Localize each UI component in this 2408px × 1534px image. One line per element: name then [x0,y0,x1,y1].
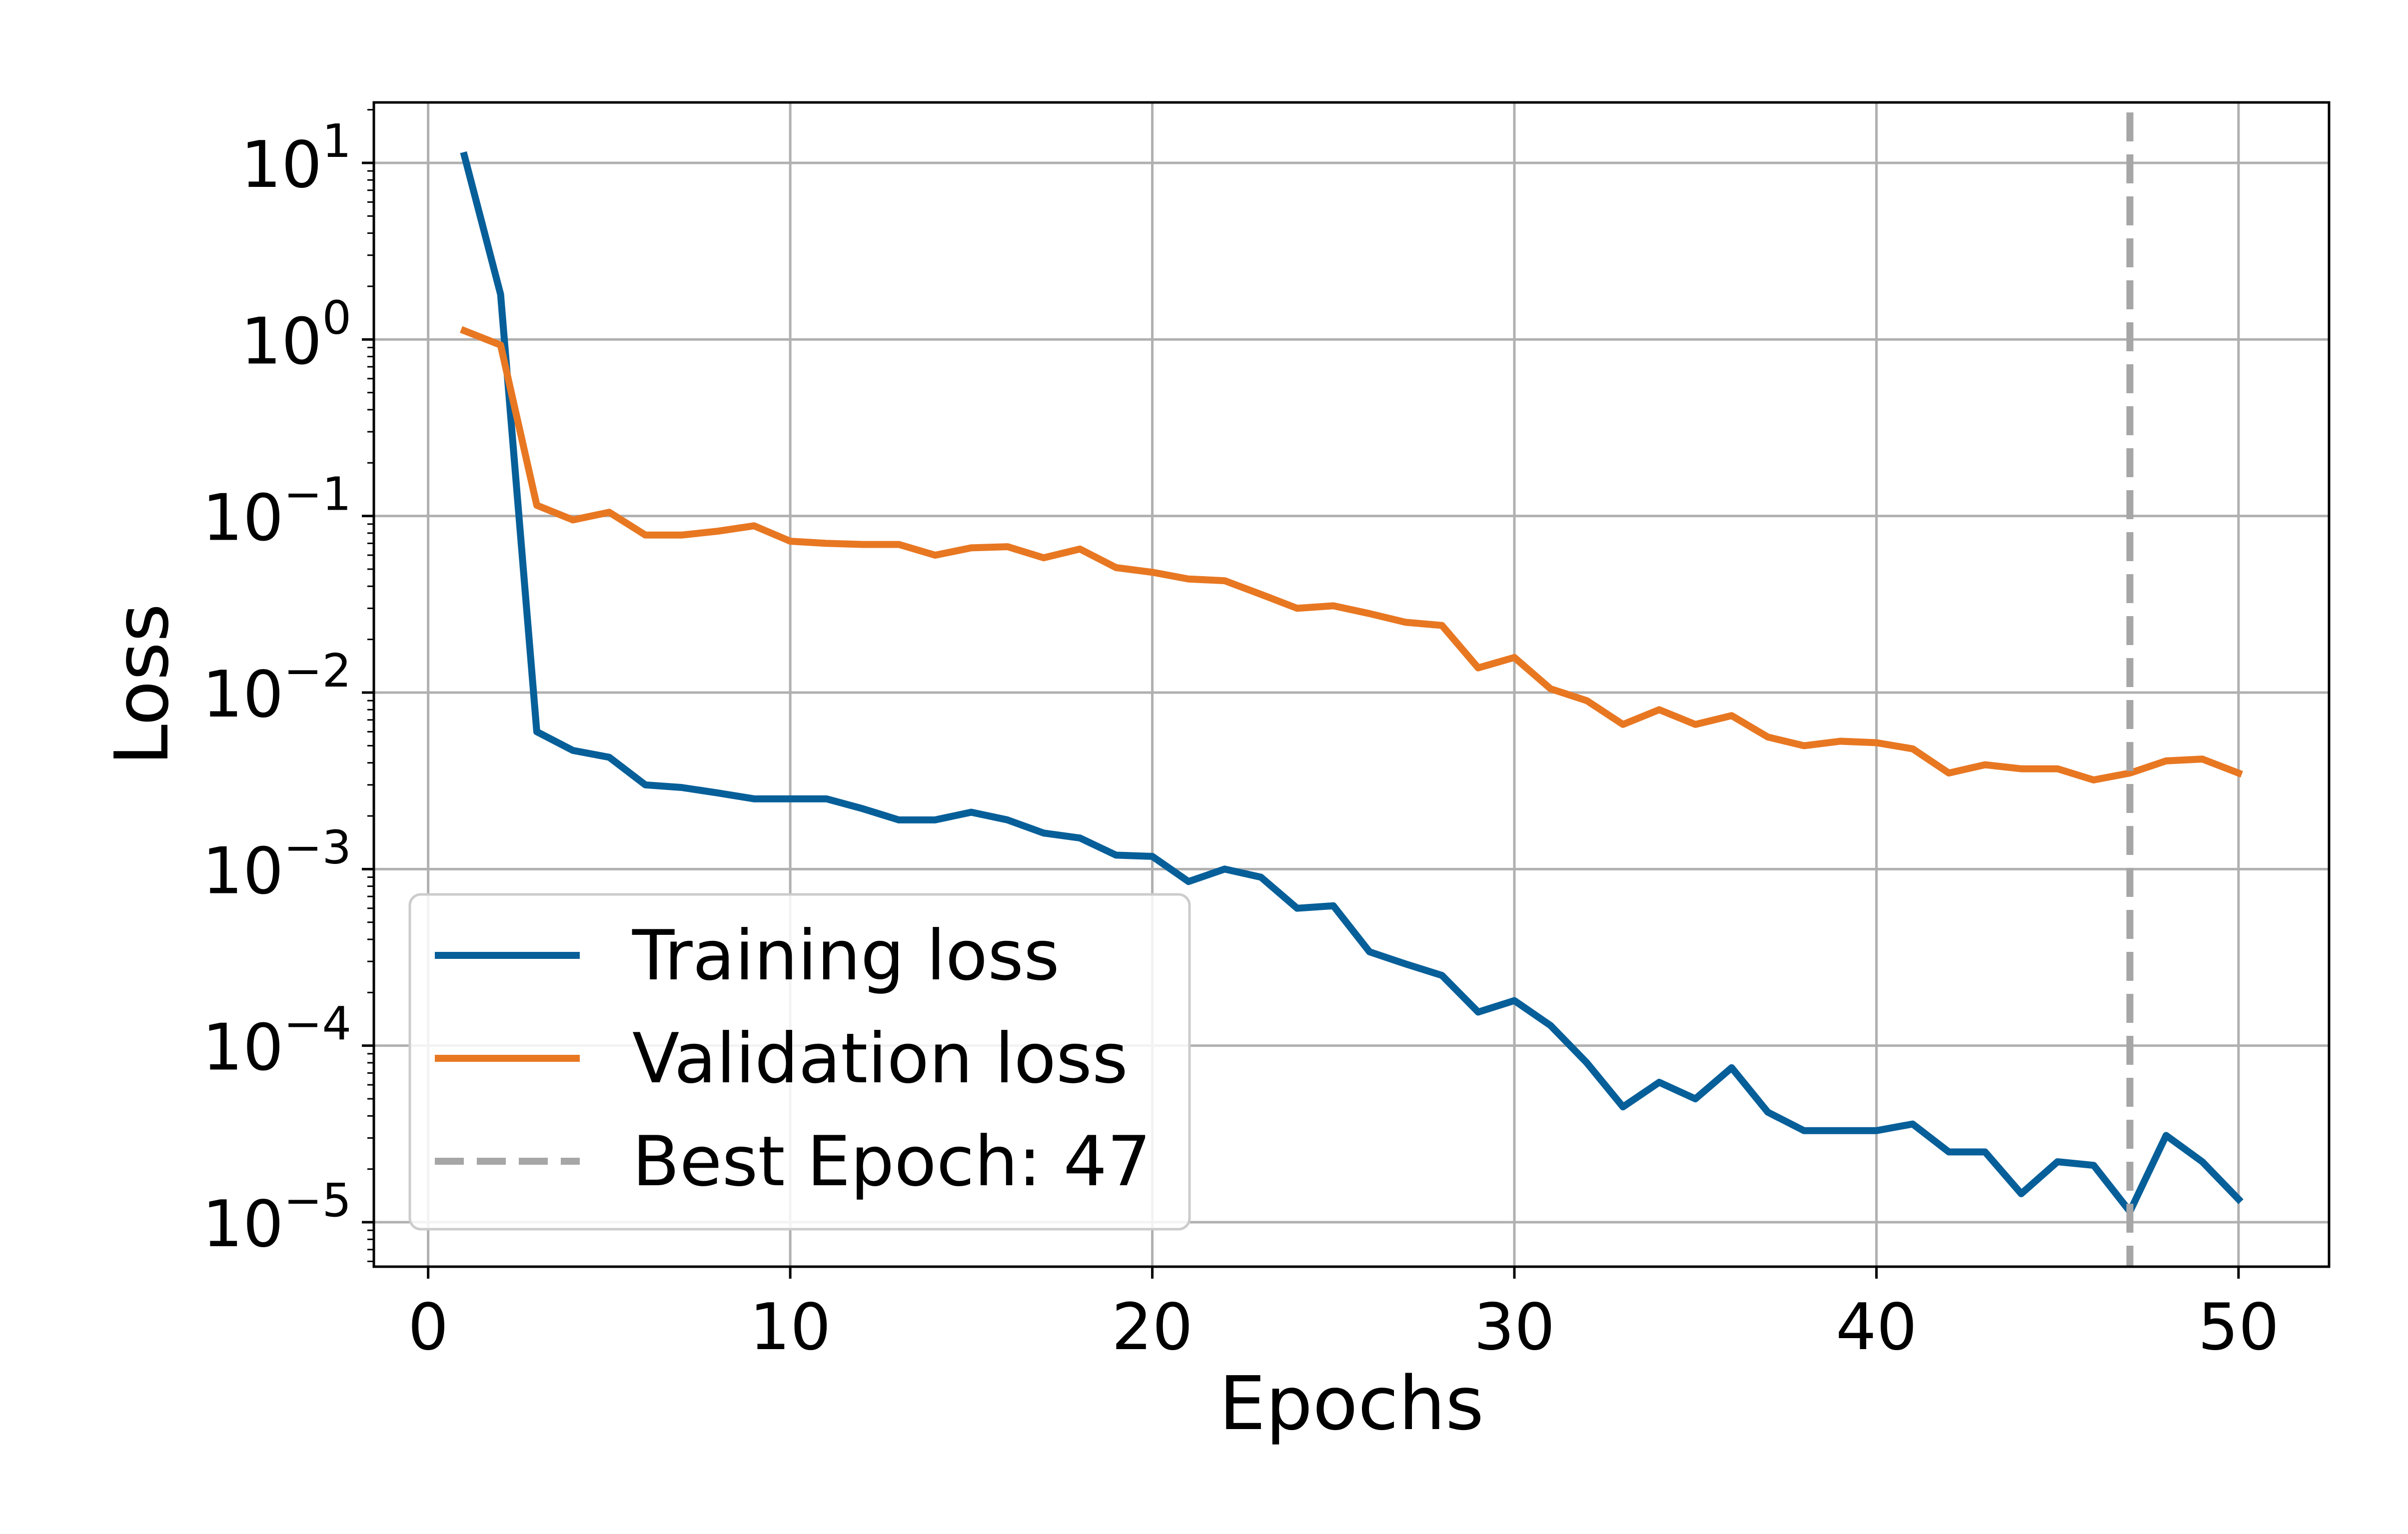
legend: Training loss Validation loss Best Epoch… [408,893,1191,1231]
x-tick-label: 0 [408,1290,448,1365]
x-tick-label: 30 [1474,1290,1555,1365]
grid-lines [374,102,2329,1267]
series-layer [460,112,2244,1267]
validation-loss-line [460,326,2243,783]
y-axis-ticks: 101 100 10−1 10−2 10−3 10−4 10−5 [202,114,374,1262]
x-tick-label: 10 [750,1290,831,1365]
y-axis-title: Loss [99,604,185,766]
x-axis-title: Epochs [1219,1361,1484,1447]
y-tick-label: 10−4 [202,997,352,1085]
y-tick-label: 101 [241,114,351,202]
legend-box [408,893,1191,1231]
x-tick-label: 40 [1836,1290,1917,1365]
x-tick-label: 50 [2198,1290,2279,1365]
y-tick-label: 100 [241,291,351,379]
legend-label-best-epoch: Best Epoch: 47 [632,1121,1151,1202]
legend-label-validation: Validation loss [632,1018,1128,1099]
x-axis-ticks: 0 10 20 30 40 50 [408,1267,2279,1365]
plot-frame [372,101,2331,1268]
training-loss-line [460,151,2244,1215]
x-tick-label: 20 [1112,1290,1193,1365]
legend-label-training: Training loss [632,915,1060,996]
y-tick-label: 10−3 [202,820,352,908]
y-tick-label: 10−2 [202,644,352,732]
y-tick-label: 10−5 [202,1174,352,1262]
y-tick-label: 10−1 [202,468,352,556]
